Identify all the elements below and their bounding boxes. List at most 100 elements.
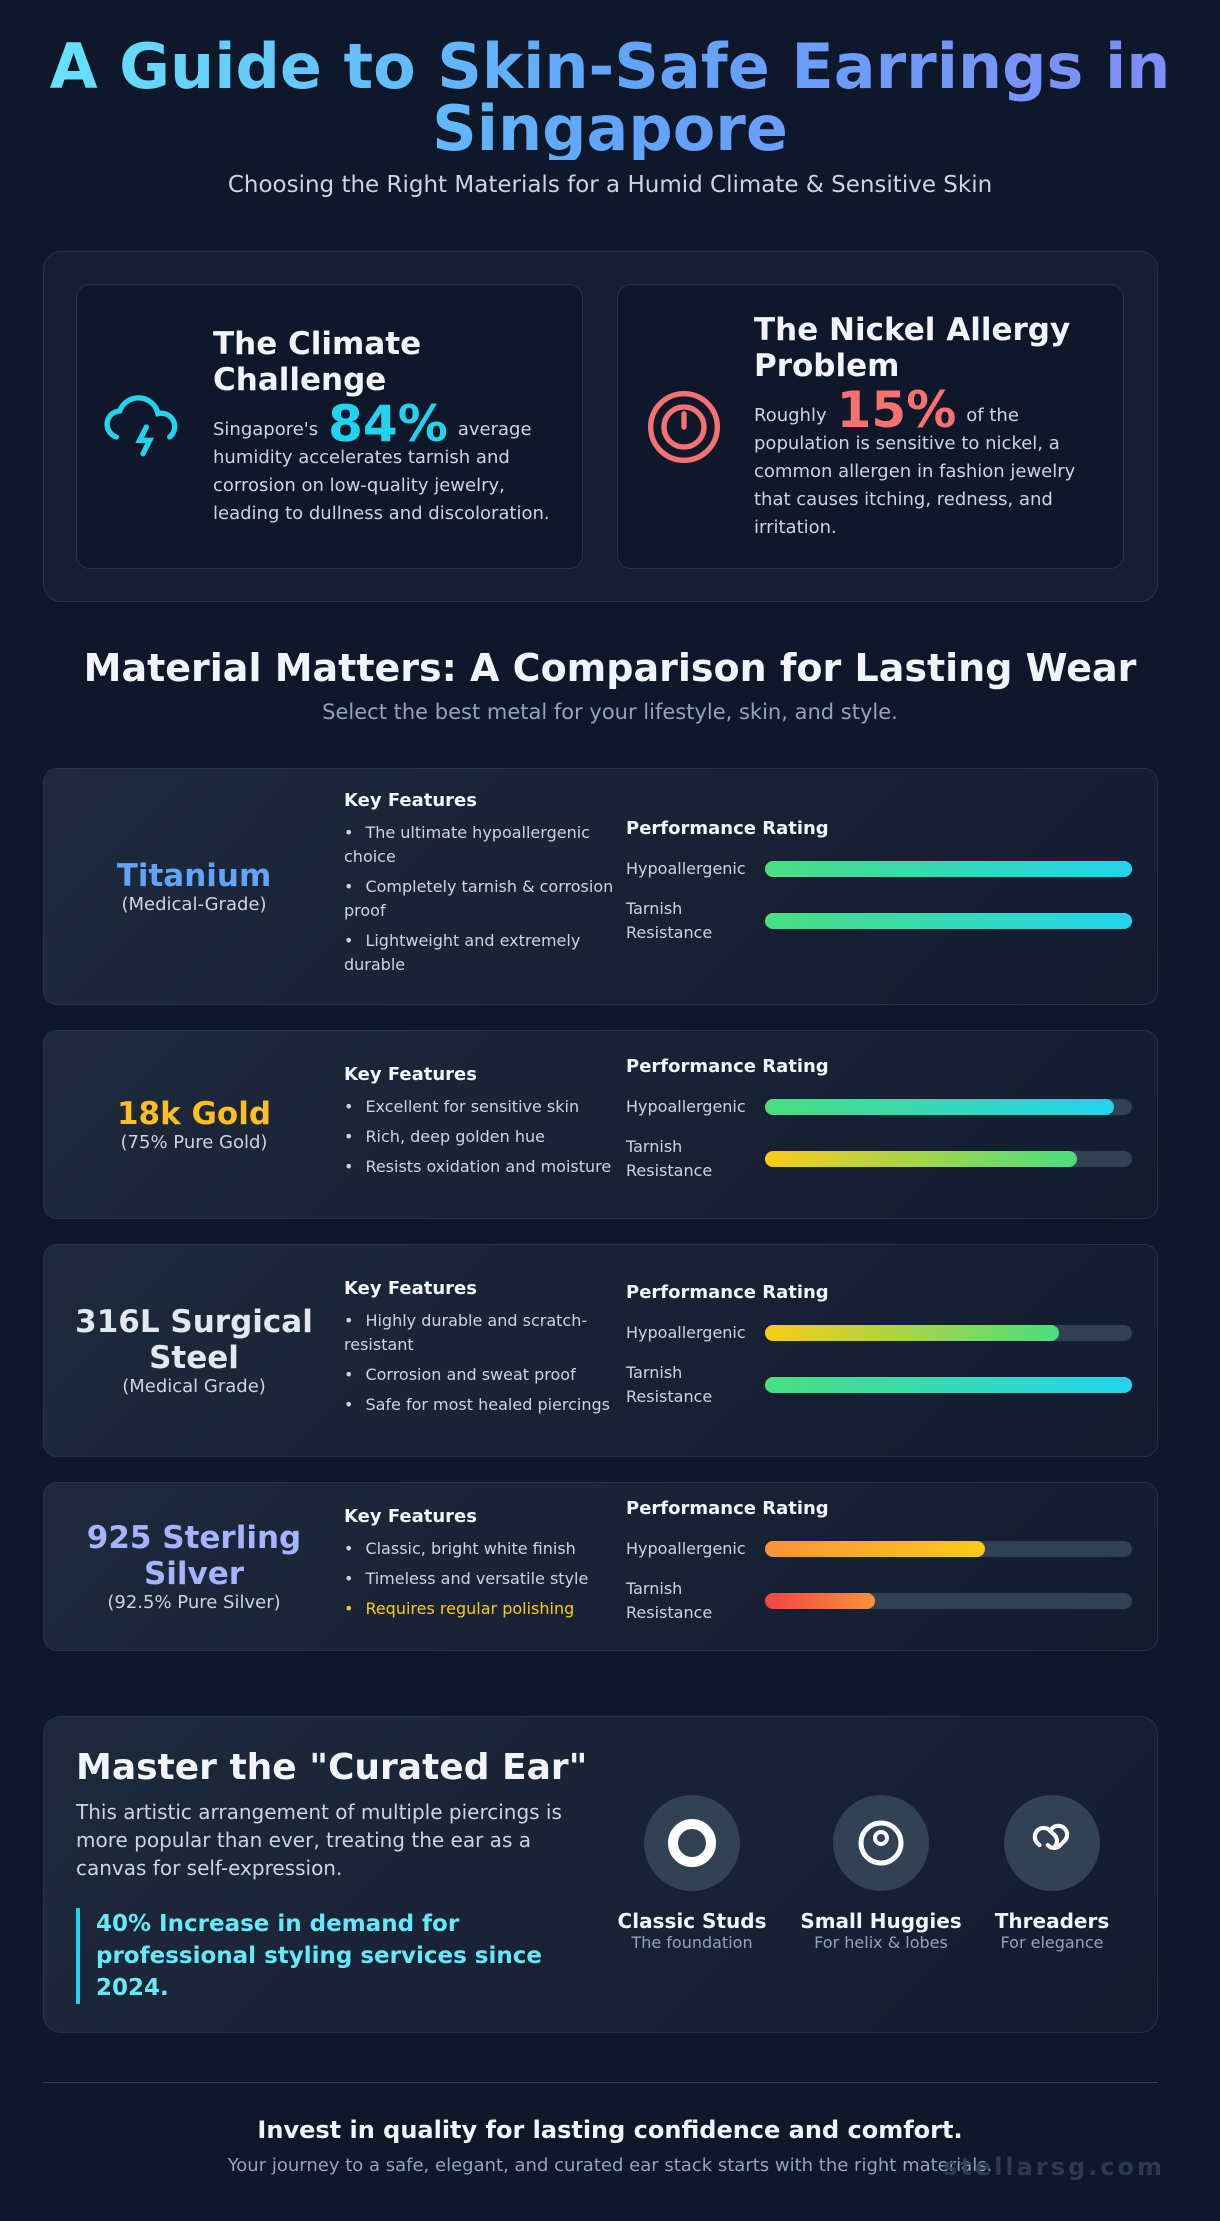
stat-rest: of the population is sensitive to nickel…	[754, 404, 1076, 538]
material-name: 316L Surgical Steel	[75, 1304, 313, 1376]
feature: Completely tarnish & corrosion proof	[344, 875, 626, 923]
ratings: Performance Rating Hypoallergenic Tarnish …	[626, 1498, 1157, 1635]
footer-title: Invest in quality for lasting confidence…	[257, 2116, 963, 2144]
rating-row: Hypoallergenic	[626, 1531, 1132, 1567]
stat-lead: Singapore's	[213, 418, 319, 440]
material-name-block: 18k Gold (75% Pure Gold)	[44, 1096, 344, 1153]
rating-bar	[765, 1377, 1132, 1393]
rating-track	[765, 1377, 1132, 1393]
features-heading: Key Features	[344, 1506, 477, 1527]
rating-label: Hypoallergenic	[626, 859, 746, 878]
rating-bar	[765, 1541, 986, 1557]
rating-track	[765, 1593, 1132, 1609]
rating-bar	[765, 913, 1132, 929]
features-heading: Key Features	[344, 1064, 477, 1085]
material-name-block: 925 Sterling Silver (92.5% Pure Silver)	[44, 1520, 344, 1613]
rating-heading: Performance Rating	[626, 818, 829, 839]
rating-row: Hypoallergenic	[626, 851, 1132, 887]
features-heading: Key Features	[344, 1278, 477, 1299]
threader-svg	[1032, 1823, 1070, 1850]
rating-heading: Performance Rating	[626, 1498, 829, 1519]
curated-title: Master the "Curated Ear"	[76, 1747, 588, 1788]
features: Key Features Excellent for sensitive skin…	[344, 1064, 626, 1185]
feature: Lightweight and extremely durable	[344, 929, 626, 977]
rating-label: Tarnish Resistance	[626, 899, 713, 942]
material-card: 18k Gold(75% Pure Gold)Key Features Excel…	[43, 1030, 1158, 1219]
rating-heading: Performance Rating	[626, 1056, 829, 1077]
stats-panel: The Climate Challenge Singapore's 84% aver…	[43, 251, 1158, 602]
style-name: Classic Studs	[617, 1909, 767, 1933]
rating-track	[765, 1099, 1132, 1115]
style-caption: The foundation	[631, 1933, 753, 1952]
feature: Timeless and versatile style	[344, 1567, 626, 1591]
curated-text-block: Master the "Curated Ear" This artistic a…	[76, 1747, 606, 2004]
rating-label: Hypoallergenic	[626, 1323, 746, 1342]
material-name-block: Titanium (Medical-Grade)	[44, 858, 344, 915]
stat-rest: average humidity accelerates tarnish and…	[213, 418, 550, 524]
feature: The ultimate hypoallergenic choice	[344, 821, 626, 869]
feature: Highly durable and scratch-resistant	[344, 1309, 626, 1357]
feature: Classic, bright white finish	[344, 1537, 626, 1561]
features: Key Features Classic, bright white finish…	[344, 1506, 626, 1627]
watermark: stellarsg.com	[943, 2153, 1165, 2181]
material-card: Titanium(Medical-Grade) Key Features The u…	[43, 768, 1158, 1005]
huggie-icon	[833, 1795, 929, 1891]
style-item: Threaders For elegance	[962, 1795, 1142, 1952]
subtitle: Choosing the Right Materials for a Humid…	[227, 172, 993, 198]
rating-bar	[765, 861, 1132, 877]
material-name: Titanium	[116, 858, 272, 894]
curated-text: This artistic arrangement of multiple pi…	[76, 1800, 562, 1880]
style-item: Small Huggies For helix & lobes	[791, 1795, 971, 1952]
rating-heading: Performance Rating	[626, 1282, 829, 1303]
style-name: Threaders	[994, 1909, 1110, 1933]
feature: Resists oxidation and moisture	[344, 1155, 626, 1179]
feature: Safe for most healed piercings	[344, 1393, 626, 1417]
stat-figure: 15%	[836, 380, 957, 439]
material-grade: (92.5% Pure Silver)	[107, 1592, 281, 1613]
material-name: 925 Sterling Silver	[86, 1520, 302, 1592]
footer-text: Your journey to a safe, elegant, and cur…	[227, 2155, 993, 2176]
rating-label: Tarnish Resistance	[626, 1137, 713, 1180]
material-card: 316L Surgical Steel (Medical Grade) Key Fe…	[43, 1244, 1158, 1457]
material-grade: (Medical Grade)	[122, 1376, 266, 1397]
feature: Requires regular polishing	[344, 1597, 626, 1621]
material-name: 18k Gold	[116, 1096, 272, 1132]
material-name-block: 316L Surgical Steel (Medical Grade)	[44, 1304, 344, 1397]
feature: Corrosion and sweat proof	[344, 1363, 626, 1387]
curated-highlight: 40% Increase in demand for professional …	[76, 1908, 606, 2004]
style-name: Small Huggies	[800, 1909, 962, 1933]
material-grade: (Medical-Grade)	[121, 894, 267, 915]
divider	[43, 2082, 1158, 2083]
ratings: Performance Rating Hypoallergenic Tarnish …	[626, 818, 1157, 955]
section-subtitle: Select the best metal for your lifestyle…	[322, 700, 898, 724]
rating-label: Hypoallergenic	[626, 1539, 746, 1558]
feature-list: Excellent for sensitive skin Rich, deep g…	[344, 1095, 626, 1179]
features: Key Features The ultimate hypoallergenic …	[344, 790, 626, 983]
rating-bar	[765, 1593, 876, 1609]
feature-list: Highly durable and scratch-resistant Corr…	[344, 1309, 626, 1417]
rating-bar	[765, 1325, 1059, 1341]
stud-icon	[644, 1795, 740, 1891]
style-caption: For elegance	[1000, 1933, 1104, 1952]
curated-panel: Master the "Curated Ear" This artistic a…	[43, 1716, 1158, 2033]
rating-label: Hypoallergenic	[626, 1097, 746, 1116]
feature: Rich, deep golden hue	[344, 1125, 626, 1149]
stat-text: Singapore's 84% average humidity accelerat…	[213, 399, 556, 528]
stat-title: The Climate Challenge	[213, 325, 422, 398]
threader-icon	[1004, 1795, 1100, 1891]
feature-list: The ultimate hypoallergenic choice Comple…	[344, 821, 626, 977]
features-heading: Key Features	[344, 790, 477, 811]
style-caption: For helix & lobes	[814, 1933, 948, 1952]
rating-label: Tarnish Resistance	[626, 1363, 713, 1406]
stud-svg	[668, 1819, 716, 1867]
ratings: Performance Rating Hypoallergenic Tarnish …	[626, 1056, 1157, 1193]
cloud-icon	[104, 394, 178, 456]
rating-label: Tarnish Resistance	[626, 1579, 713, 1622]
rating-bar	[765, 1151, 1077, 1167]
rating-bar	[765, 1099, 1114, 1115]
rating-row: Hypoallergenic	[626, 1315, 1132, 1351]
rating-track	[765, 1541, 1132, 1557]
stat-figure: 84%	[328, 394, 448, 453]
title: A Guide to Skin-Safe Earrings in Singapo…	[0, 36, 1220, 160]
